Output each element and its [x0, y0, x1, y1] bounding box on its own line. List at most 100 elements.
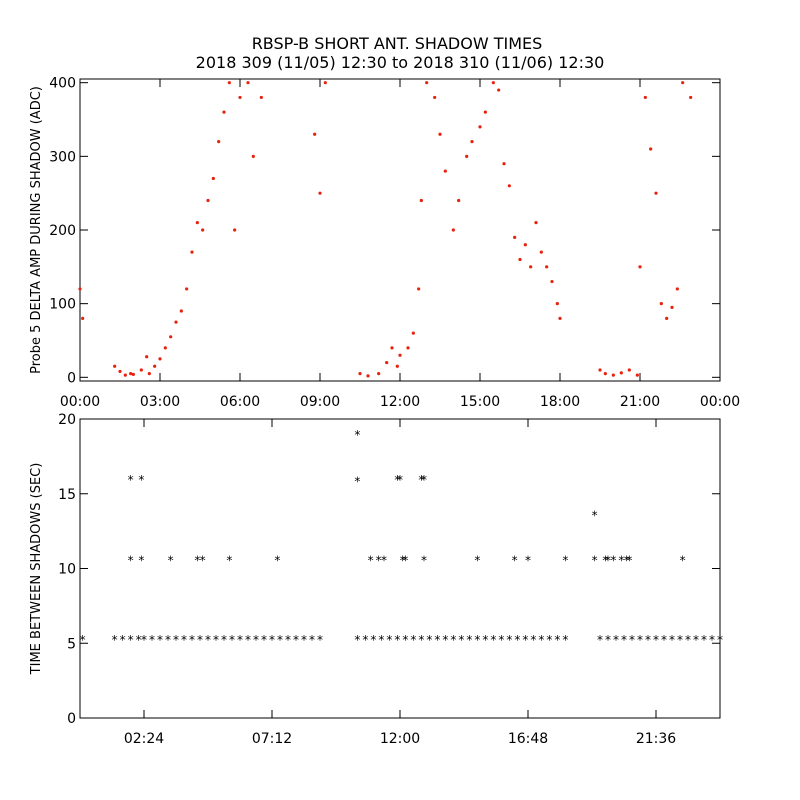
data-point: [398, 353, 402, 357]
data-point: [518, 257, 522, 262]
data-point: *: [293, 633, 299, 647]
data-point: *: [677, 633, 683, 647]
data-point: [681, 81, 685, 85]
data-point: *: [466, 633, 472, 647]
data-point: *: [613, 633, 619, 647]
x-tick-label: 06:00: [220, 394, 260, 410]
data-point: *: [402, 633, 408, 647]
data-point: *: [237, 633, 243, 647]
data-point: *: [685, 633, 691, 647]
data-point: [217, 140, 221, 144]
y-tick-label: 10: [58, 562, 76, 578]
data-point: [366, 374, 370, 378]
data-point: *: [418, 633, 424, 647]
data-point: [227, 81, 231, 85]
x-tick-label: 00:00: [700, 394, 740, 410]
data-point: [529, 265, 533, 269]
data-point: *: [522, 633, 528, 647]
data-point: *: [274, 554, 280, 568]
data-point: *: [450, 633, 456, 647]
data-point: *: [376, 554, 382, 568]
data-point: [113, 364, 117, 368]
data-point: *: [546, 633, 552, 647]
x-tick-label: 15:00: [460, 394, 500, 410]
data-point: *: [381, 554, 387, 568]
data-point: [406, 346, 410, 350]
x-tick-label: 21:36: [636, 731, 676, 747]
chart-title-line1: RBSP-B SHORT ANT. SHADOW TIMES: [252, 34, 543, 53]
data-point: *: [717, 633, 723, 647]
data-point: [131, 372, 135, 376]
data-point: *: [141, 633, 147, 647]
x-tick-label: 21:00: [620, 394, 660, 410]
data-point: [174, 320, 178, 324]
data-point: *: [354, 428, 360, 442]
data-point: *: [205, 633, 211, 647]
data-point: *: [354, 474, 360, 488]
data-point: [649, 147, 653, 151]
data-point: *: [653, 633, 659, 647]
data-point: [643, 95, 647, 100]
data-point: *: [168, 554, 174, 568]
data-point: *: [426, 633, 432, 647]
data-point: *: [181, 633, 187, 647]
data-point: [222, 110, 226, 114]
data-point: [659, 302, 663, 306]
data-point: [611, 373, 615, 377]
data-point: [206, 198, 210, 203]
data-point: *: [402, 554, 408, 568]
data-point: *: [605, 554, 611, 568]
data-point: [465, 154, 469, 158]
data-point: *: [458, 633, 464, 647]
y-tick-label: 0: [67, 711, 76, 727]
data-point: [233, 228, 237, 232]
data-point: *: [645, 633, 651, 647]
data-point: [635, 373, 639, 377]
data-point: *: [378, 633, 384, 647]
data-point: *: [397, 473, 403, 487]
data-point: *: [482, 633, 488, 647]
data-point: [558, 316, 562, 320]
data-point: *: [189, 633, 195, 647]
data-point: [358, 372, 362, 376]
data-point: *: [261, 633, 267, 647]
data-point: [395, 364, 399, 368]
data-point: [417, 287, 421, 291]
data-point: *: [626, 554, 632, 568]
data-point: [158, 357, 162, 361]
data-point: *: [394, 473, 400, 487]
x-tick-label: 00:00: [60, 394, 100, 410]
data-point: *: [512, 554, 518, 568]
plot-frame-1: [79, 78, 721, 382]
data-point: [654, 191, 658, 195]
data-point: [419, 198, 423, 203]
data-point: [377, 372, 381, 376]
data-point: *: [506, 633, 512, 647]
data-point: [385, 360, 389, 365]
x-tick-label: 03:00: [140, 394, 180, 410]
data-point: *: [474, 633, 480, 647]
data-point: [129, 372, 133, 376]
data-point: [147, 372, 151, 376]
data-point: *: [661, 633, 667, 647]
data-point: [238, 95, 242, 100]
data-point: *: [434, 633, 440, 647]
data-point: *: [138, 554, 144, 568]
data-point: [390, 346, 394, 350]
x-tick-label: 07:12: [252, 731, 292, 747]
data-point: *: [421, 554, 427, 568]
data-point: *: [538, 633, 544, 647]
y-tick-label: 0: [67, 370, 76, 386]
data-point: [201, 228, 205, 232]
x-tick-label: 09:00: [300, 394, 340, 410]
y-axis-label: Probe 5 DELTA AMP DURING SHADOW (ADC): [29, 86, 44, 374]
data-point: [118, 369, 122, 374]
data-point: [491, 81, 495, 85]
x-tick-label: 02:24: [124, 731, 164, 747]
data-point: [451, 228, 455, 232]
data-point: [318, 191, 322, 195]
data-point: [539, 250, 543, 254]
data-point: *: [226, 554, 232, 568]
data-point: [153, 364, 157, 368]
